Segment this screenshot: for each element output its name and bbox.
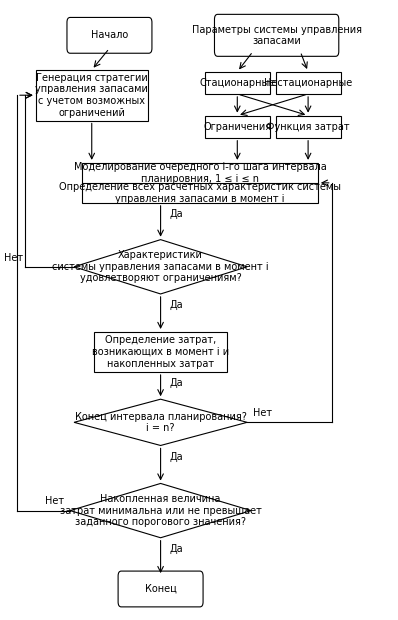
Bar (82, 163, 318, 203)
Text: Стационарные: Стационарные (199, 78, 275, 88)
Polygon shape (74, 240, 247, 294)
Text: Да: Да (170, 451, 183, 462)
Bar (36, 70, 148, 120)
Text: Да: Да (170, 209, 183, 219)
Polygon shape (74, 399, 247, 446)
FancyBboxPatch shape (67, 17, 152, 53)
Text: Функция затрат: Функция затрат (266, 122, 350, 131)
Text: Конец: Конец (144, 584, 177, 594)
Bar (276, 115, 341, 138)
Text: Нет: Нет (45, 497, 64, 507)
Polygon shape (70, 484, 251, 538)
Text: Конец интервала планирования?
i = n?: Конец интервала планирования? i = n? (75, 412, 246, 433)
Text: Определение затрат,
возникающих в момент i и
накопленных затрат: Определение затрат, возникающих в момент… (92, 335, 229, 368)
FancyBboxPatch shape (118, 571, 203, 607)
Bar (205, 115, 270, 138)
Text: Нет: Нет (253, 408, 272, 418)
Text: Нет: Нет (4, 252, 23, 262)
Text: Моделирование очередного i-го шага интервала
планировния, 1 ≤ i ≤ n: Моделирование очередного i-го шага интер… (74, 162, 326, 184)
Bar (276, 72, 341, 94)
FancyBboxPatch shape (215, 14, 339, 56)
Text: Да: Да (170, 300, 183, 310)
Bar (94, 332, 228, 372)
Text: Параметры системы управления
запасами: Параметры системы управления запасами (191, 25, 362, 46)
Bar (205, 72, 270, 94)
Text: Да: Да (170, 544, 183, 554)
Text: Да: Да (170, 378, 183, 388)
Text: Определение всех расчетных характеристик системы
управления запасами в момент i: Определение всех расчетных характеристик… (59, 182, 341, 204)
Text: Характеристики
системы управления запасами в момент i
удовлетворяют ограничениям: Характеристики системы управления запаса… (52, 250, 269, 283)
Text: Нестационарные: Нестационарные (264, 78, 352, 88)
Text: Ограничения: Ограничения (203, 122, 271, 131)
Text: Накопленная величина
затрат минимальна или не превышает
заданного порогового зна: Накопленная величина затрат минимальна и… (60, 494, 261, 527)
Text: Генерация стратегии
управления запасами
с учетом возможных
ограничений: Генерация стратегии управления запасами … (35, 73, 148, 118)
Text: Начало: Начало (91, 30, 128, 40)
